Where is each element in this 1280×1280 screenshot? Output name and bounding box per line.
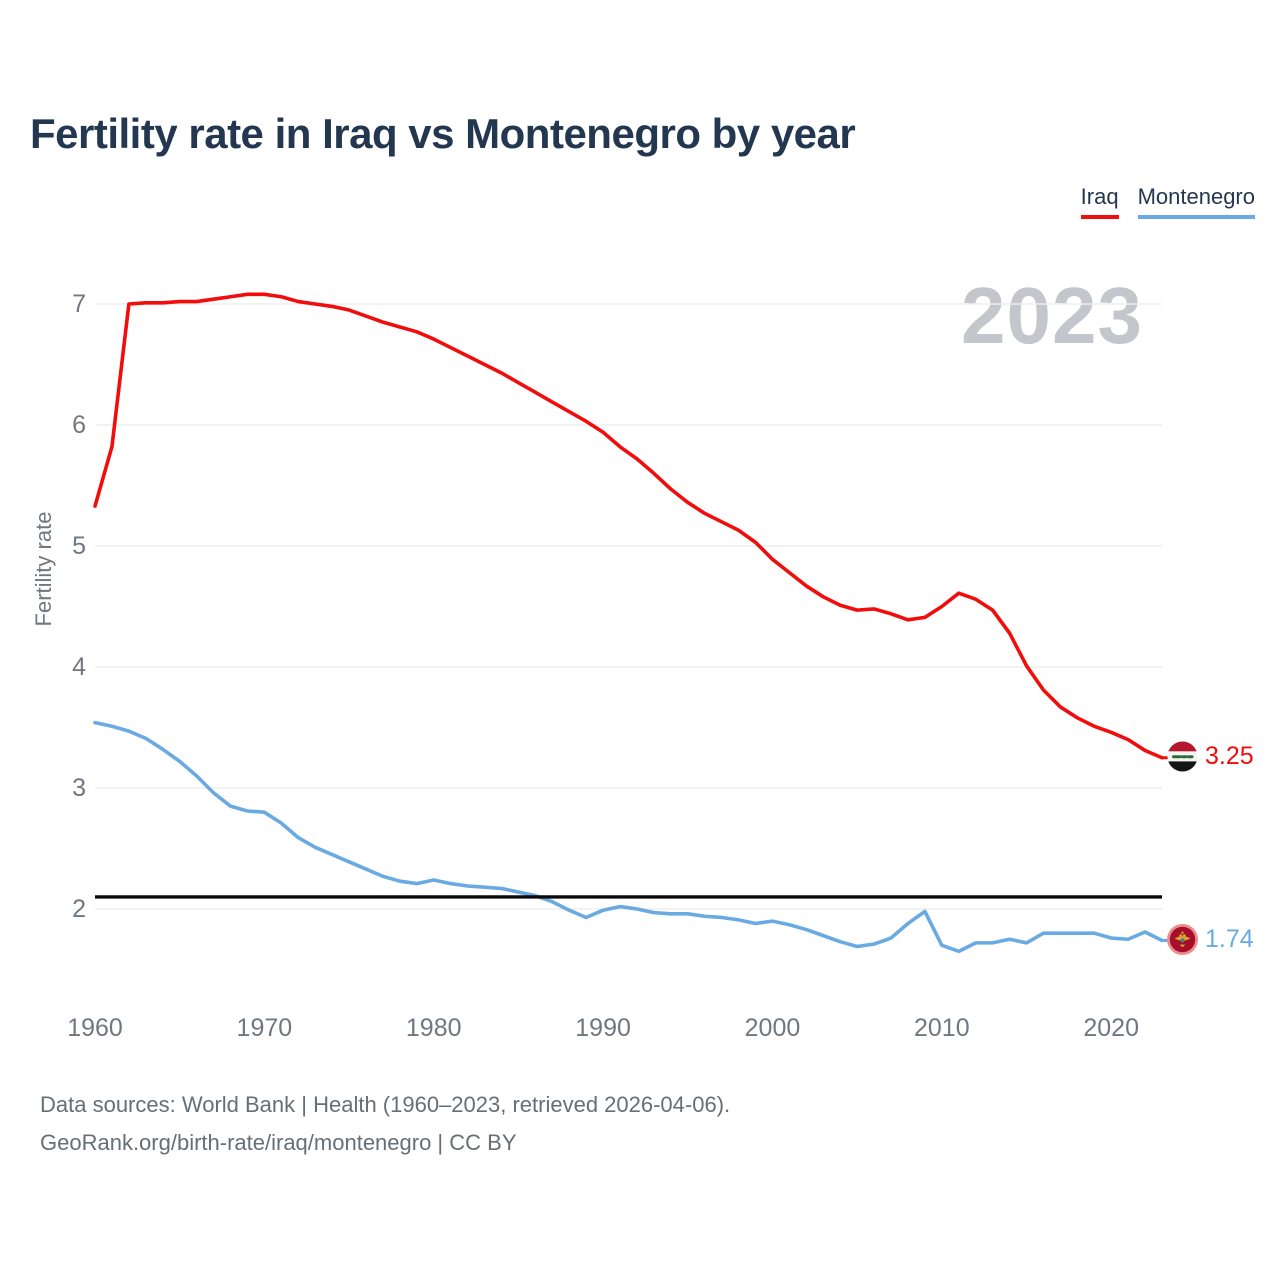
x-tick-label: 2010 [914, 1014, 970, 1042]
iraq-flag-icon [1167, 741, 1198, 772]
footer-sources-line: Data sources: World Bank | Health (1960–… [40, 1092, 731, 1117]
x-tick-label: 1960 [67, 1014, 123, 1042]
x-tick-label: 2000 [744, 1014, 801, 1042]
legend-label-montenegro: Montenegro [1137, 184, 1255, 209]
footer: Data sources: World Bank | Health (1960–… [40, 1086, 730, 1162]
iraq-end-label: 3.25 [1167, 741, 1254, 772]
y-tick-label: 7 [72, 290, 86, 318]
montenegro-flag-icon [1167, 924, 1198, 955]
chart-title: Fertility rate in Iraq vs Montenegro by … [30, 110, 856, 157]
x-tick-label: 1970 [236, 1014, 293, 1042]
y-tick-label: 2 [72, 895, 86, 923]
legend-item-iraq[interactable]: Iraq [1080, 184, 1119, 219]
legend: Iraq Montenegro [1080, 184, 1255, 219]
y-tick-label: 3 [72, 774, 86, 802]
y-tick-label: 5 [72, 532, 86, 560]
iraq-end-value: 3.25 [1205, 742, 1254, 770]
x-tick-label: 1990 [575, 1014, 631, 1042]
legend-item-montenegro[interactable]: Montenegro [1137, 184, 1255, 219]
watermark-year: 2023 [961, 271, 1143, 360]
legend-label-iraq: Iraq [1080, 184, 1119, 209]
footer-attribution-line: GeoRank.org/birth-rate/iraq/montenegro |… [40, 1130, 517, 1155]
y-tick-label: 4 [72, 653, 86, 681]
montenegro-end-value: 1.74 [1205, 925, 1254, 953]
x-tick-label: 2020 [1083, 1014, 1139, 1042]
y-tick-label: 6 [72, 411, 86, 439]
montenegro-end-label: 1.74 [1167, 924, 1254, 955]
x-tick-label: 1980 [405, 1014, 462, 1042]
